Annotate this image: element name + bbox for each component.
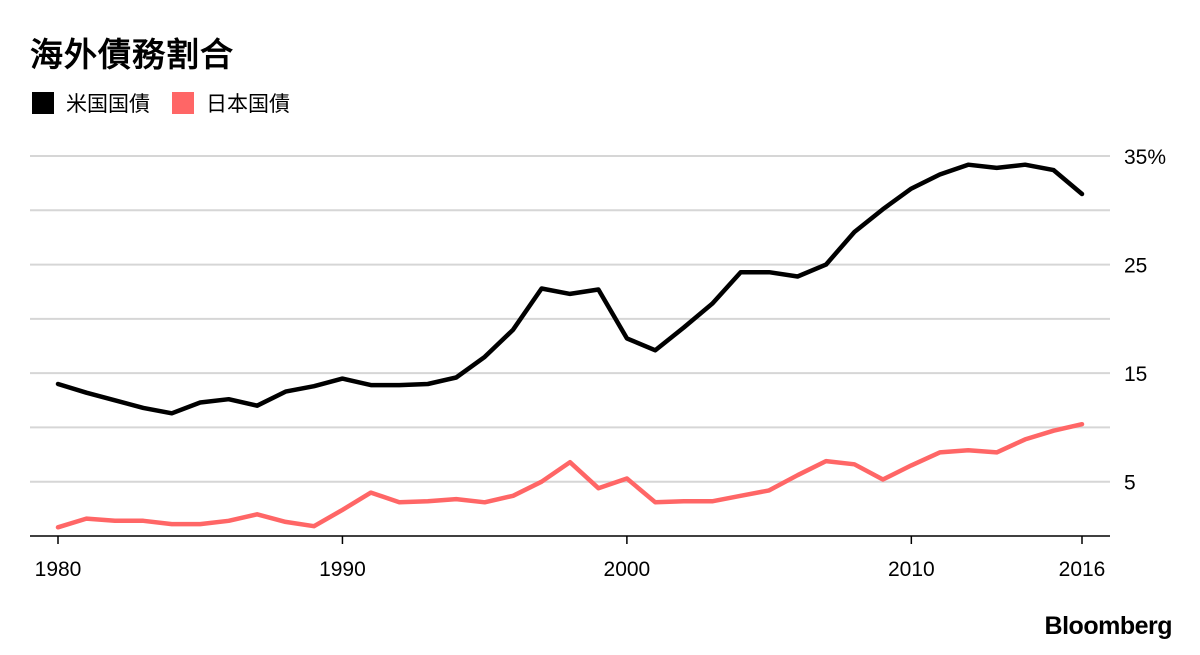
x-tick-label-1980: 1980: [35, 558, 82, 581]
legend-item-us-treasury: 米国国債: [32, 88, 150, 118]
chart-title: 海外債務割合: [30, 35, 234, 74]
bloomberg-logo: Bloomberg: [1044, 612, 1173, 640]
x-tick-label-2016: 2016: [1059, 558, 1106, 581]
y-tick-label-25: 25: [1124, 255, 1147, 278]
series-line-jgb: [55, 421, 1085, 530]
x-tick-label-2000: 2000: [604, 558, 651, 581]
legend-item-jgb: 日本国債: [172, 88, 290, 118]
series-line-us-treasury: [55, 162, 1085, 416]
legend-label-jgb: 日本国債: [206, 92, 290, 116]
legend-swatch-us-treasury: [32, 92, 54, 114]
x-tick-label-2010: 2010: [888, 558, 935, 581]
legend-label-us-treasury: 米国国債: [66, 92, 150, 116]
y-tick-label-35: 35%: [1124, 146, 1166, 169]
y-tick-label-15: 15: [1124, 363, 1147, 386]
legend-swatch-jgb: [172, 92, 194, 114]
y-tick-label-5: 5: [1124, 472, 1136, 495]
x-tick-label-1990: 1990: [319, 558, 366, 581]
legend: 米国国債 日本国債: [32, 88, 312, 118]
